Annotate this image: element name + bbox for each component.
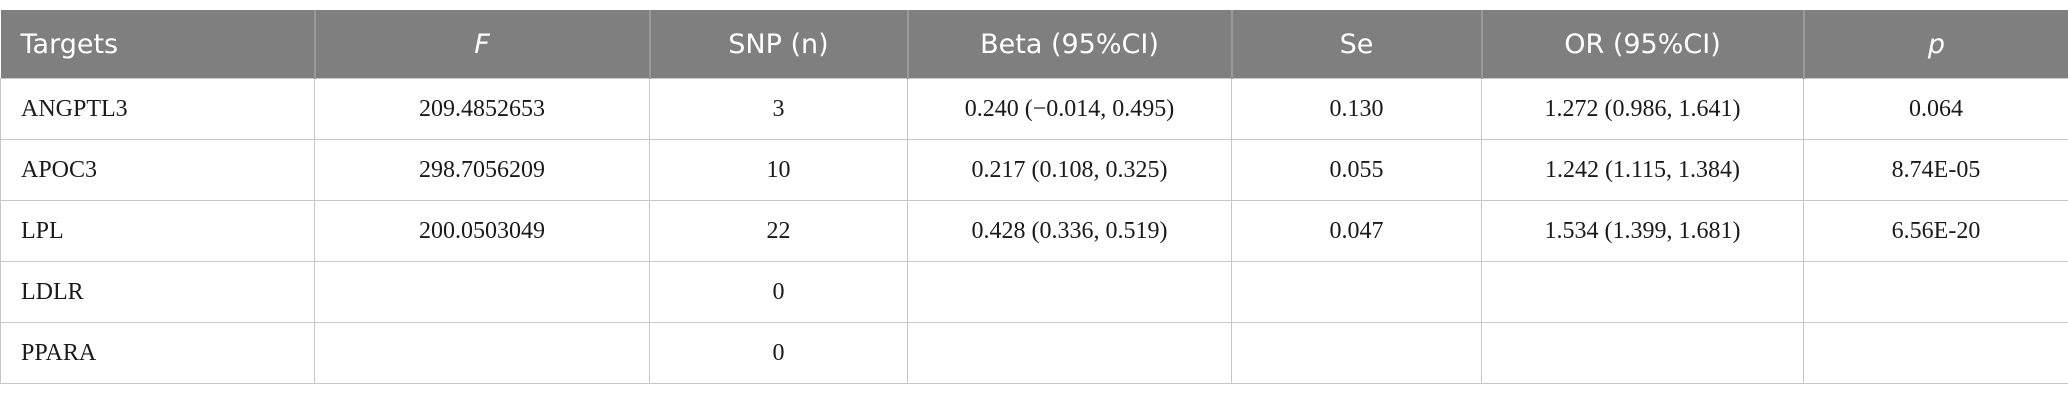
header-cell: p — [1802, 10, 2068, 79]
table-cell: 1.242 (1.115, 1.384) — [1481, 139, 1804, 201]
header-cell: OR (95%CI) — [1480, 10, 1804, 79]
table-cell: 1.534 (1.399, 1.681) — [1481, 200, 1804, 262]
header-cell: F — [313, 10, 650, 79]
header-row: Targets F SNP (n) Beta (95%CI) Se OR (95%CI) p — [0, 10, 2068, 79]
empty-cell — [907, 261, 1232, 323]
empty-cell — [1803, 261, 2068, 323]
table-row: APOC3 298.7056209 10 0.217 (0.108, 0.325) 0.… — [0, 139, 2068, 201]
empty-cell — [1481, 261, 1804, 323]
empty-cell — [907, 322, 1232, 384]
empty-cell — [314, 322, 650, 384]
empty-cell — [1231, 322, 1482, 384]
table-body: ANGPTL3 209.4852653 3 0.240 (−0.014, 0.495)… — [0, 78, 2068, 384]
table-cell: 8.74E-05 — [1803, 139, 2068, 201]
empty-cell — [1231, 261, 1482, 323]
table-row: LPL 200.0503049 22 0.428 (0.336, 0.519) 0.04… — [0, 200, 2068, 262]
table-cell: 0.047 — [1231, 200, 1482, 262]
table-row: ANGPTL3 209.4852653 3 0.240 (−0.014, 0.495)… — [0, 78, 2068, 140]
table-cell: 1.272 (0.986, 1.641) — [1481, 78, 1804, 140]
table-cell: 200.0503049 — [314, 200, 650, 262]
table-cell: 298.7056209 — [314, 139, 650, 201]
table-cell: 3 — [649, 78, 908, 140]
header-cell: Se — [1230, 10, 1482, 79]
empty-cell — [314, 261, 650, 323]
table-cell: LPL — [0, 200, 315, 262]
table-container: Targets F SNP (n) Beta (95%CI) Se OR (95%CI) p… — [0, 10, 2068, 384]
table-cell: 0.428 (0.336, 0.519) — [907, 200, 1232, 262]
table-cell: 0.064 — [1803, 78, 2068, 140]
table-cell: 0 — [649, 261, 908, 323]
table-cell: PPARA — [0, 322, 315, 384]
table-cell: 0.240 (−0.014, 0.495) — [907, 78, 1232, 140]
table-cell: 10 — [649, 139, 908, 201]
table-cell: 209.4852653 — [314, 78, 650, 140]
table-row: PPARA 0 — [0, 322, 2068, 384]
header-cell: Targets — [0, 10, 315, 79]
header-cell: Beta (95%CI) — [906, 10, 1232, 79]
table-cell: APOC3 — [0, 139, 315, 201]
table-cell: 0.130 — [1231, 78, 1482, 140]
table-cell: 0.217 (0.108, 0.325) — [907, 139, 1232, 201]
table-cell: ANGPTL3 — [0, 78, 315, 140]
empty-cell — [1481, 322, 1804, 384]
table-cell: 22 — [649, 200, 908, 262]
empty-cell — [1803, 322, 2068, 384]
results-table: Targets F SNP (n) Beta (95%CI) Se OR (95%CI) p… — [0, 10, 2068, 384]
table-cell: LDLR — [0, 261, 315, 323]
header-cell: SNP (n) — [648, 10, 908, 79]
table-row: LDLR 0 — [0, 261, 2068, 323]
table-cell: 0 — [649, 322, 908, 384]
table-cell: 6.56E-20 — [1803, 200, 2068, 262]
table-cell: 0.055 — [1231, 139, 1482, 201]
